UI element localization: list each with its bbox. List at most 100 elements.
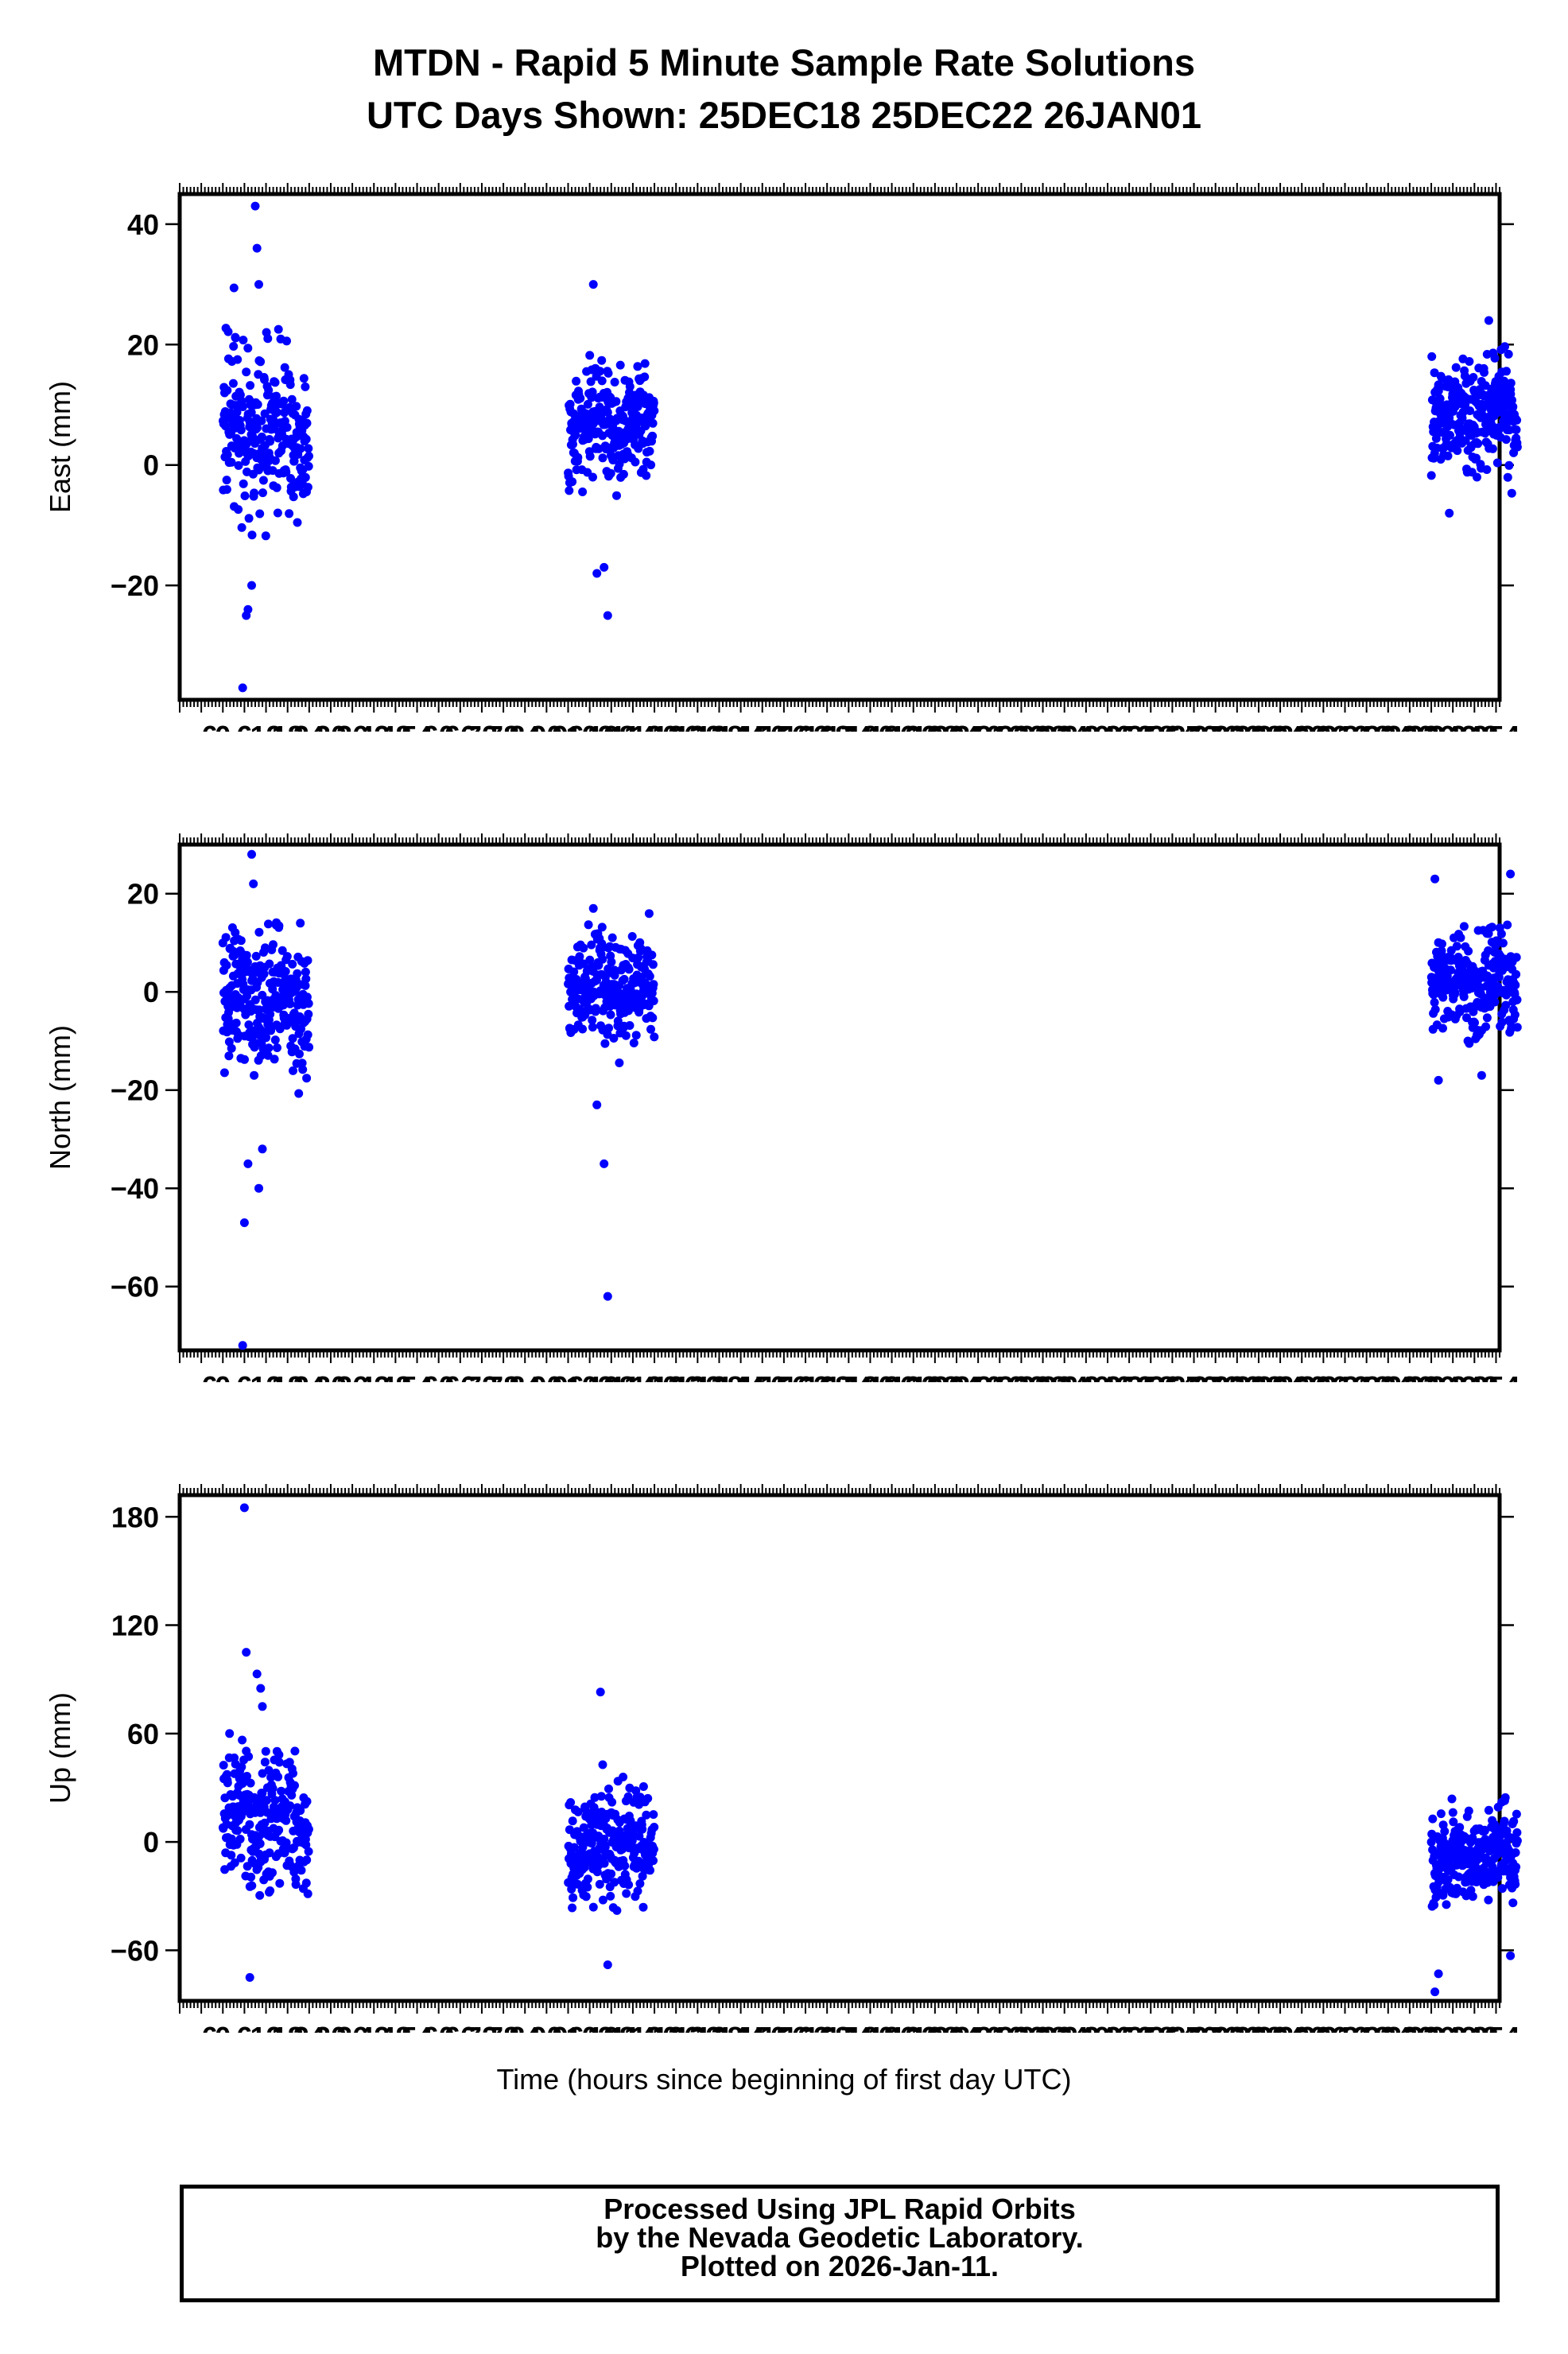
east-data-point bbox=[1473, 472, 1481, 482]
up-data-point bbox=[1512, 1863, 1521, 1872]
east-x-tick-label: 144 bbox=[717, 720, 765, 732]
north-data-point bbox=[1490, 997, 1500, 1007]
east-data-point bbox=[1431, 433, 1441, 443]
east-data-point bbox=[1507, 488, 1516, 498]
east-x-tick-label: 342 bbox=[1429, 720, 1477, 732]
east-x-tick-label: 324 bbox=[1364, 720, 1412, 732]
north-data-point bbox=[281, 967, 290, 976]
north-data-point bbox=[1469, 965, 1479, 975]
east-top-ticks bbox=[179, 183, 1500, 713]
east-outlier-point bbox=[592, 569, 602, 578]
north-data-point bbox=[263, 1051, 273, 1060]
north-data-point bbox=[629, 1039, 638, 1047]
north-data-point bbox=[625, 1021, 635, 1030]
north-outlier-point bbox=[247, 849, 256, 859]
up-data-point bbox=[1443, 1875, 1453, 1884]
up-data-point bbox=[646, 1866, 654, 1875]
east-data-point bbox=[264, 386, 274, 395]
x-axis-label: Time (hours since beginning of first day… bbox=[496, 2063, 1072, 2096]
east-x-tick-label: 138 bbox=[695, 720, 743, 732]
north-x-tick-label: 156 bbox=[760, 1370, 808, 1382]
up-data-point bbox=[600, 1843, 610, 1851]
up-x-tick-label: 48 bbox=[379, 2021, 411, 2033]
up-data-point bbox=[258, 1789, 267, 1798]
east-data-point bbox=[289, 456, 299, 466]
up-points bbox=[218, 1503, 1522, 1997]
east-data-point bbox=[304, 444, 313, 453]
up-data-point bbox=[569, 1893, 578, 1902]
north-x-tick-label: 78 bbox=[487, 1370, 519, 1382]
up-x-tick-label: 78 bbox=[487, 2021, 519, 2033]
east-data-point bbox=[1438, 374, 1447, 383]
north-y-axis: −60 −40 −20 0 20 bbox=[111, 878, 1514, 1303]
north-x-tick-label: 90 bbox=[530, 1370, 562, 1382]
north-x-tick-label: 330 bbox=[1386, 1370, 1434, 1382]
east-data-point bbox=[598, 453, 607, 463]
north-data-point bbox=[1470, 1018, 1479, 1027]
up-data-point bbox=[566, 1798, 576, 1807]
east-data-point bbox=[625, 382, 635, 391]
east-data-point bbox=[597, 355, 607, 365]
north-data-point bbox=[294, 1089, 304, 1098]
up-x-tick-label: 90 bbox=[530, 2021, 562, 2033]
up-outlier-point bbox=[252, 1669, 262, 1679]
up-x-tick-label: 18 bbox=[272, 2021, 304, 2033]
east-x-tick-label: 204 bbox=[933, 720, 980, 732]
up-data-point bbox=[1442, 1900, 1451, 1909]
up-data-point bbox=[304, 1824, 313, 1834]
north-y-tick-label: −40 bbox=[111, 1172, 159, 1205]
up-data-point bbox=[260, 1818, 270, 1828]
north-data-point bbox=[588, 1016, 597, 1025]
east-data-point bbox=[223, 327, 233, 336]
north-data-point bbox=[1437, 946, 1446, 956]
north-x-tick-label: 150 bbox=[739, 1370, 786, 1382]
up-data-point bbox=[650, 1823, 659, 1832]
north-data-point bbox=[641, 989, 650, 998]
up-data-point bbox=[607, 1869, 616, 1878]
north-data-point bbox=[289, 1066, 297, 1075]
up-data-point bbox=[569, 1843, 579, 1852]
up-data-point bbox=[1500, 1816, 1509, 1826]
north-data-point bbox=[274, 921, 284, 930]
north-outlier-point bbox=[243, 1159, 253, 1168]
east-data-point bbox=[231, 333, 240, 343]
up-x-tick-label: 144 bbox=[717, 2021, 765, 2033]
up-x-tick-label: 318 bbox=[1343, 2021, 1391, 2033]
east-x-tick-label: 12 bbox=[250, 720, 282, 732]
north-data-point bbox=[244, 1020, 254, 1030]
up-data-point bbox=[1455, 1823, 1465, 1832]
north-y-tick-label: 20 bbox=[127, 878, 159, 911]
up-data-point bbox=[244, 1752, 254, 1762]
up-data-point bbox=[235, 1835, 245, 1843]
east-data-point bbox=[279, 396, 289, 406]
east-x-tick-label: 126 bbox=[652, 720, 700, 732]
north-x-tick-label: 216 bbox=[976, 1370, 1023, 1382]
east-data-point bbox=[272, 391, 281, 401]
up-x-tick-label: 72 bbox=[466, 2021, 498, 2033]
east-data-point bbox=[642, 471, 651, 480]
east-data-point bbox=[1512, 425, 1521, 434]
north-data-point bbox=[282, 952, 292, 961]
east-data-point bbox=[568, 477, 577, 487]
east-data-point bbox=[646, 460, 656, 470]
up-x-tick-label: 156 bbox=[760, 2021, 808, 2033]
east-data-point bbox=[1465, 357, 1474, 366]
north-x-tick-label: 312 bbox=[1321, 1370, 1368, 1382]
up-data-point bbox=[624, 1880, 634, 1890]
east-data-point bbox=[1461, 400, 1470, 410]
up-x-tick-label: 264 bbox=[1148, 2021, 1196, 2033]
north-data-point bbox=[302, 1074, 312, 1083]
up-data-point bbox=[274, 1758, 284, 1767]
east-x-tick-label: 216 bbox=[976, 720, 1023, 732]
up-outlier-point bbox=[245, 1973, 254, 1982]
north-x-tick-label: 60 bbox=[423, 1370, 455, 1382]
east-data-point bbox=[232, 407, 242, 417]
up-x-axis: −606121824303642485460667278849096102108… bbox=[185, 2021, 1520, 2033]
up-y-tick-label: 60 bbox=[127, 1718, 159, 1750]
east-data-point bbox=[227, 457, 236, 467]
north-x-tick-label: 114 bbox=[610, 1370, 656, 1382]
processing-note-line-1: Processed Using JPL Rapid Orbits bbox=[604, 2193, 1076, 2225]
north-x-tick-label: 12 bbox=[250, 1370, 282, 1382]
east-x-tick-label: 90 bbox=[530, 720, 562, 732]
up-data-point bbox=[265, 1848, 274, 1858]
